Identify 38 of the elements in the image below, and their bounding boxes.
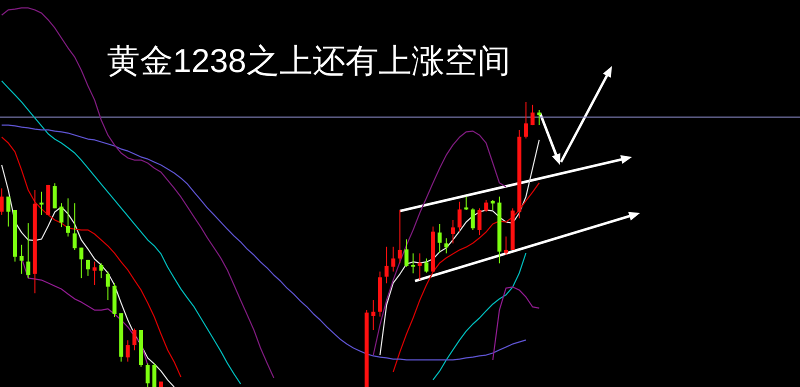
candlestick: [99, 262, 104, 279]
candlestick: [79, 247, 84, 279]
candlestick: [424, 258, 428, 274]
candlestick: [537, 109, 542, 126]
candlestick: [404, 238, 408, 268]
candlestick: [59, 202, 64, 228]
candlestick: [418, 252, 422, 281]
candlestick: [530, 104, 535, 126]
chart-title: 黄金1238之上还有上涨空间: [107, 42, 510, 79]
candlestick: [20, 244, 24, 274]
candlestick: [371, 300, 376, 330]
candlestick: [72, 202, 77, 250]
candlestick: [6, 196, 10, 228]
candlestick: [106, 271, 110, 301]
candlestick: [524, 102, 528, 139]
candlestick: [458, 201, 462, 232]
candlestick: [146, 362, 150, 387]
candlestick: [26, 222, 30, 279]
candlestick: [126, 340, 130, 362]
candlestick: [40, 191, 44, 216]
candlestick: [490, 200, 495, 211]
candlestick: [504, 236, 508, 256]
candlestick: [444, 238, 448, 254]
candlestick: [391, 246, 396, 272]
candlestick: [477, 208, 482, 236]
candlestick: [66, 198, 70, 238]
candlestick: [484, 200, 488, 212]
candlestick: [470, 208, 475, 230]
candlestick: [0, 188, 4, 216]
candlestick: [384, 246, 389, 284]
candlestick: [52, 182, 57, 209]
candlestick: [86, 259, 90, 276]
candlestick: [132, 328, 136, 351]
candlestick: [450, 219, 455, 244]
candlestick: [438, 223, 442, 254]
candlestick: [152, 362, 156, 387]
candlestick: [398, 210, 402, 264]
candlestick: [464, 196, 468, 211]
